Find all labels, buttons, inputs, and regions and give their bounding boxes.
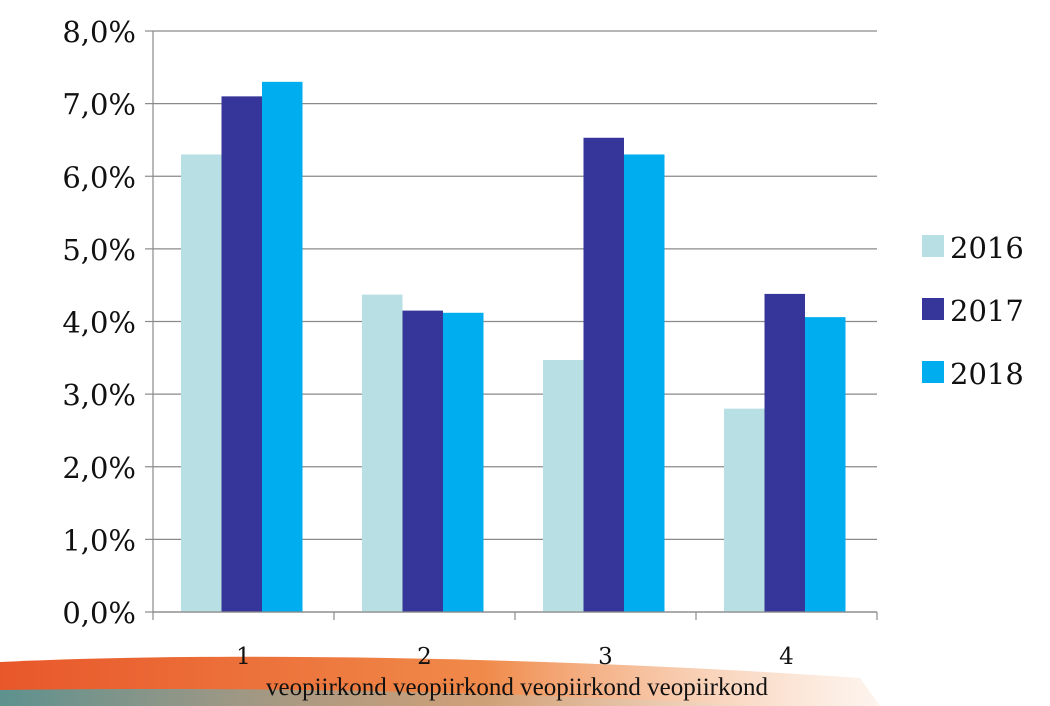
y-tick-label: 8,0% <box>62 15 136 49</box>
y-tick-label: 7,0% <box>62 88 136 122</box>
bar-2017-cat-4 <box>764 293 805 612</box>
legend-label-2016: 2016 <box>950 231 1024 265</box>
legend-swatch-2018 <box>922 361 944 383</box>
decorative-swoosh-teal <box>0 688 760 706</box>
bar-2016-cat-4 <box>724 408 765 612</box>
legend-swatch-2017 <box>922 298 944 320</box>
bar-2016-cat-2 <box>362 294 403 612</box>
x-tick-label-number: 1 <box>236 644 251 670</box>
x-tick-label-number: 2 <box>417 644 432 670</box>
legend-swatch-2016 <box>922 235 944 257</box>
bars <box>181 81 846 613</box>
y-tick-label: 6,0% <box>62 160 136 194</box>
bar-2018-cat-3 <box>624 154 665 612</box>
bar-2016-cat-1 <box>181 154 222 612</box>
legend-label-2018: 2018 <box>950 357 1024 391</box>
bar-2016-cat-3 <box>543 359 584 612</box>
y-tick-label: 3,0% <box>62 378 136 412</box>
axes <box>145 30 878 620</box>
y-tick-label: 1,0% <box>62 523 136 557</box>
bar-2017-cat-3 <box>583 137 624 613</box>
bar-2017-cat-2 <box>402 310 443 612</box>
bar-2018-cat-4 <box>805 317 846 612</box>
x-tick-label-words: veopiirkond veopiirkond veopiirkond veop… <box>266 674 769 701</box>
x-tick-label-number: 3 <box>598 644 613 670</box>
bar-2017-cat-1 <box>221 96 262 613</box>
bar-2018-cat-2 <box>443 312 484 612</box>
y-tick-label: 2,0% <box>62 451 136 485</box>
legend-label-2017: 2017 <box>950 294 1024 328</box>
y-tick-label: 5,0% <box>62 233 136 267</box>
axis-labels: 0,0% 1,0% 2,0% 3,0% 4,0% 5,0% 6,0% 7,0% 8,0% 1 2 3 4… <box>62 15 794 701</box>
bar-2018-cat-1 <box>262 81 303 612</box>
x-tick-label-number: 4 <box>779 644 794 670</box>
y-tick-label: 4,0% <box>62 306 136 340</box>
legend: 2016 2017 2018 <box>922 231 1024 391</box>
y-tick-label: 0,0% <box>62 596 136 630</box>
